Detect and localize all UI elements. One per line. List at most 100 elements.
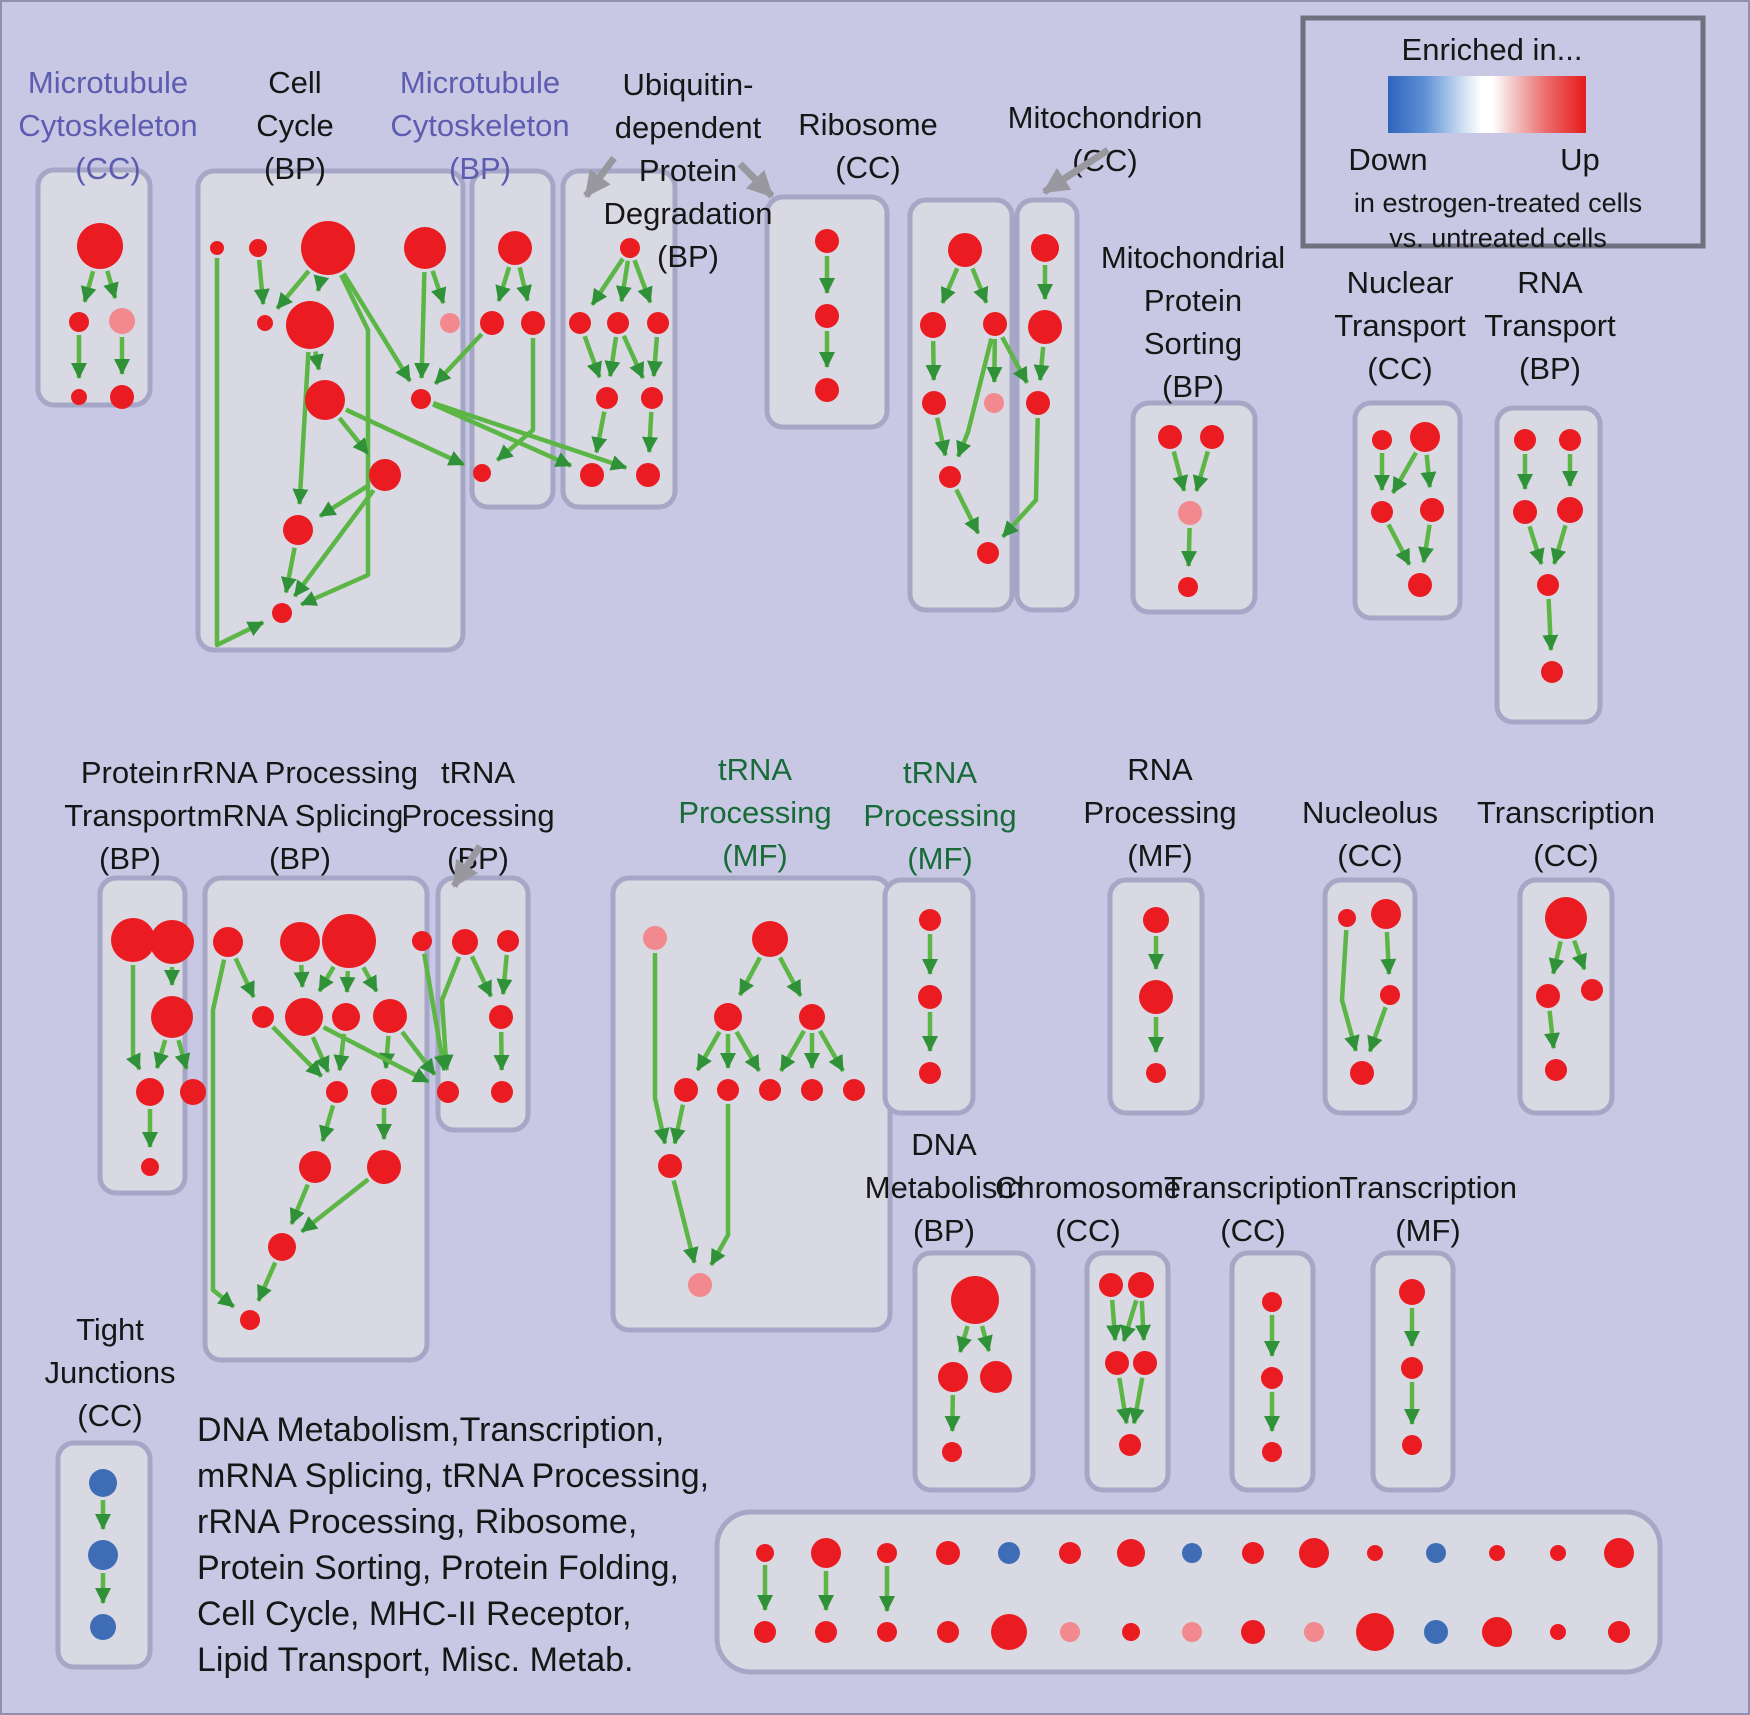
edges-mito-sorting — [1171, 450, 1210, 567]
go-term-node — [1146, 1063, 1166, 1083]
edge-arrow — [280, 547, 297, 594]
edge-arrow — [319, 1104, 336, 1143]
edge-arrow — [493, 1031, 510, 1071]
misc-categories-line: Protein Sorting, Protein Folding, — [197, 1549, 679, 1587]
go-term-node — [77, 223, 123, 269]
go-term-node — [1242, 1542, 1264, 1564]
go-term-node — [936, 1541, 960, 1565]
edge-arrow — [293, 964, 310, 988]
cluster-label-transcription-mf: Transcription (MF) — [1339, 1170, 1517, 1248]
edge-arrow — [641, 411, 658, 453]
go-term-node — [1482, 1617, 1512, 1647]
go-term-node — [620, 238, 640, 258]
legend-subtitle-line2: vs. untreated cells — [1389, 223, 1607, 253]
go-term-node — [1402, 1435, 1422, 1455]
go-term-node — [257, 315, 273, 331]
go-term-node — [411, 389, 431, 409]
go-term-node — [521, 311, 545, 335]
go-term-node — [1028, 310, 1062, 344]
cluster-label-line: Transport — [1484, 308, 1616, 343]
cluster-label-line: tRNA — [441, 755, 515, 790]
misc-cluster-box — [714, 1509, 1663, 1675]
edge-arrow — [253, 259, 270, 306]
cluster-label-line: Processing — [678, 795, 831, 830]
go-term-node — [1356, 1613, 1394, 1651]
misc-categories-line: Lipid Transport, Misc. Metab. — [197, 1641, 634, 1679]
cluster-label-line: (BP) — [913, 1213, 975, 1248]
go-term-node — [373, 999, 407, 1033]
edge-arrow — [210, 959, 236, 1309]
edge-arrow — [956, 338, 994, 458]
go-term-node — [1581, 979, 1603, 1001]
go-term-node — [1399, 1279, 1425, 1305]
cluster-label-transcription-cc3: Transcription (CC) — [1164, 1170, 1342, 1248]
go-term-node — [1420, 498, 1444, 522]
edges-rrna — [210, 957, 396, 1309]
go-term-node — [1541, 661, 1563, 683]
cluster-label-line: (CC) — [1220, 1213, 1285, 1248]
nodes-trna-mf-small — [918, 909, 942, 1084]
go-term-node — [877, 1622, 897, 1642]
edge-arrow — [437, 956, 462, 1071]
go-term-node — [497, 930, 519, 952]
nodes-ubiquitin-b — [815, 229, 839, 402]
edge-arrow — [1128, 1377, 1145, 1425]
edge-arrow — [1550, 524, 1568, 565]
edge-arrow — [256, 1261, 278, 1302]
layer-nodes — [69, 221, 1634, 1651]
label-pointer-arrow-to-mitochondrion-box — [1042, 147, 1110, 195]
edge-arrow — [778, 956, 803, 997]
edge-arrow — [214, 258, 265, 648]
layer-edges — [71, 256, 1587, 1604]
edge-arrow — [1527, 525, 1545, 565]
go-term-node — [252, 1006, 274, 1028]
edge-arrow — [954, 488, 981, 535]
go-term-node — [1178, 577, 1198, 597]
cluster-label-line: (MF) — [1395, 1213, 1460, 1248]
cluster-label-line: Cytoskeleton — [18, 108, 197, 143]
cluster-label-line: tRNA — [903, 755, 977, 790]
go-term-node — [491, 1081, 513, 1103]
edges-rna-transport — [1517, 454, 1578, 651]
edge-arrow — [1420, 454, 1437, 489]
go-term-node — [110, 385, 134, 409]
go-term-node — [299, 1151, 331, 1183]
edge-arrow — [432, 400, 628, 471]
edge-arrow — [934, 417, 951, 457]
go-term-node — [1545, 1059, 1567, 1081]
go-term-node — [1117, 1539, 1145, 1567]
cluster-label-line: tRNA — [718, 752, 792, 787]
edge-arrow — [1380, 931, 1397, 975]
edge-arrow — [1367, 1006, 1388, 1053]
go-term-node — [688, 1273, 712, 1297]
edge-arrow — [433, 332, 484, 386]
edge-arrow — [153, 1039, 169, 1069]
nodes-microtubule-bp — [473, 231, 545, 482]
misc-categories-line: mRNA Splicing, tRNA Processing, — [197, 1457, 709, 1495]
nodes-ubiquitin-a — [569, 238, 669, 487]
go-term-node — [1604, 1538, 1634, 1568]
go-term-node — [1410, 422, 1440, 452]
go-term-node — [1401, 1357, 1423, 1379]
legend-subtitle-line1: in estrogen-treated cells — [1354, 188, 1642, 218]
go-term-node — [180, 1079, 206, 1105]
cluster-box-nuclear-transport — [1352, 400, 1463, 621]
go-term-node — [1178, 501, 1202, 525]
cluster-label-line: (BP) — [269, 841, 331, 876]
cluster-label-line: Degradation — [604, 196, 773, 231]
go-term-node — [918, 985, 942, 1009]
go-term-node — [109, 308, 135, 334]
cluster-box-rrna — [202, 875, 430, 1363]
cluster-label-line: Metabolism — [865, 1170, 1024, 1205]
edges-ribosome — [925, 267, 1003, 535]
go-term-node — [480, 311, 504, 335]
edge-arrow — [80, 270, 97, 303]
legend-up-label: Up — [1560, 142, 1600, 177]
go-term-node — [286, 301, 334, 349]
go-term-node — [984, 393, 1004, 413]
cluster-label-line: Chromosome — [995, 1170, 1181, 1205]
go-term-node — [1122, 1623, 1140, 1641]
nodes-transcription-cc2 — [1536, 897, 1603, 1081]
go-term-node — [1489, 1545, 1505, 1561]
nodes-protein-transport — [111, 918, 206, 1176]
